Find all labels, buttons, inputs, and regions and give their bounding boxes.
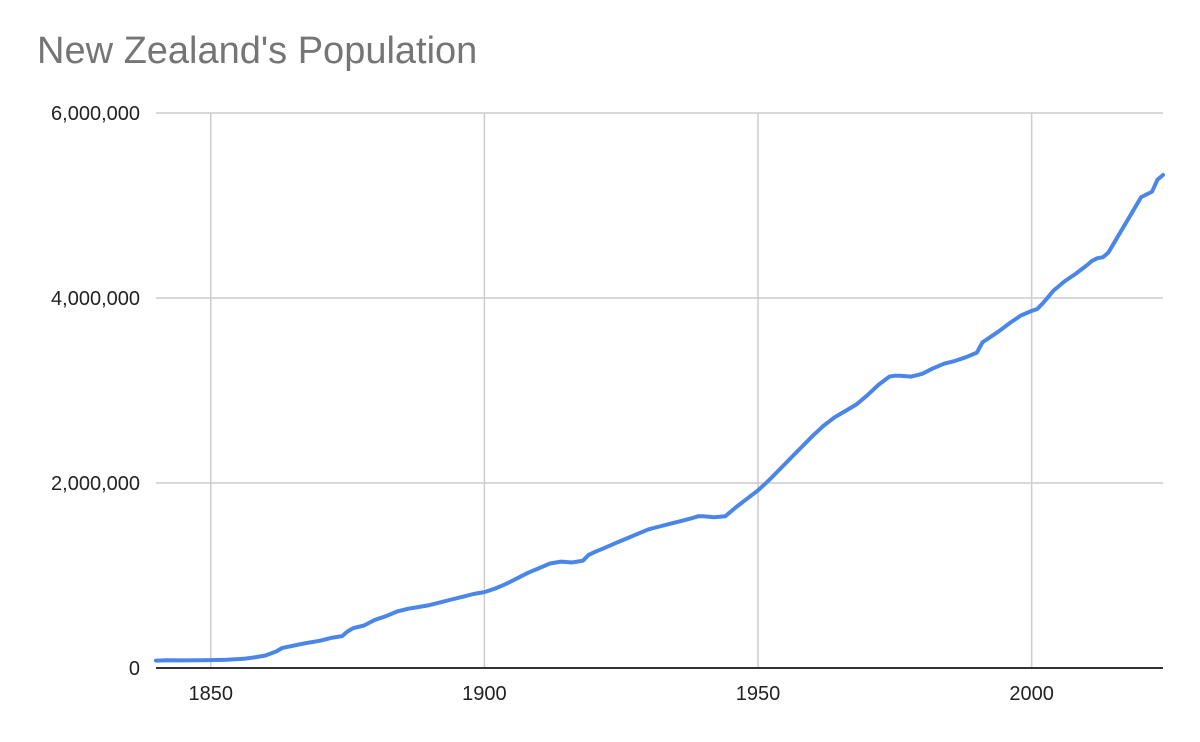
y-tick-label: 4,000,000 — [51, 288, 140, 310]
series-line-population — [154, 173, 1165, 663]
y-tick-label: 2,000,000 — [51, 473, 140, 495]
x-tick-label: 1900 — [462, 683, 507, 705]
chart-title: New Zealand's Population — [37, 30, 478, 72]
y-tick-label: 0 — [129, 658, 140, 680]
x-tick-label: 1950 — [736, 683, 781, 705]
x-tick-label: 1850 — [188, 683, 233, 705]
y-tick-label: 6,000,000 — [51, 103, 140, 125]
x-tick-label: 2000 — [1009, 683, 1054, 705]
